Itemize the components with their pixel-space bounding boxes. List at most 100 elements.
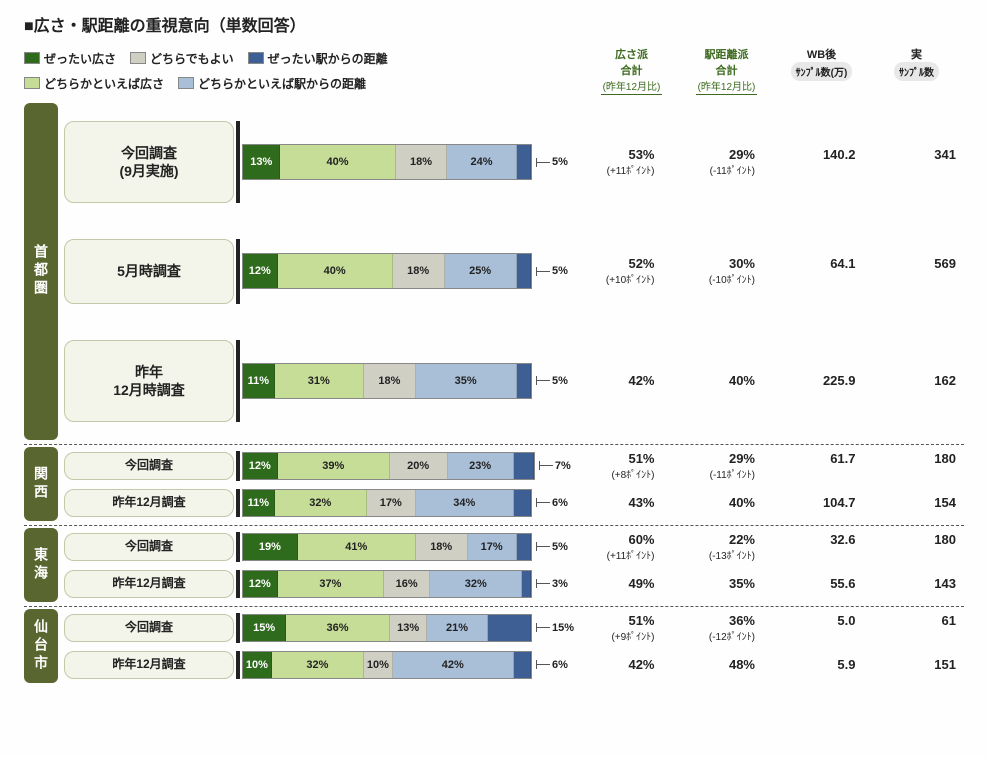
bar-segment: 35%: [416, 364, 517, 398]
value-columns: 42%40%225.9162: [562, 373, 964, 388]
bar-segment: 40%: [278, 254, 393, 288]
region-tab: 仙台市: [24, 609, 58, 683]
bar-segment: 18%: [416, 534, 468, 560]
bar-segment: 25%: [445, 254, 517, 288]
row-label: 今回調査: [64, 614, 234, 642]
stacked-bar: 10%32%10%42%: [242, 651, 532, 679]
region-tab: 首都圏: [24, 103, 58, 440]
bar-segment: [517, 364, 531, 398]
value-wide: 43%: [562, 495, 663, 510]
value-wide: 42%: [562, 373, 663, 388]
data-row: 昨年12月調査12%37%16%32%3%49%35%55.6143: [64, 566, 964, 602]
value-act: 61: [864, 613, 965, 643]
value-wide: 42%: [562, 657, 663, 672]
row-label: 昨年12月調査: [64, 651, 234, 679]
row-label: 今回調査: [64, 533, 234, 561]
region-group: 首都圏今回調査(9月実施)13%40%18%24%5%53%(+11ﾎﾟｲﾝﾄ)…: [24, 103, 964, 440]
value-wb: 61.7: [763, 451, 864, 481]
header-wb: WB後ｻﾝﾌﾟﾙ数(万): [774, 46, 869, 95]
bar-segment: 18%: [393, 254, 445, 288]
value-wide: 53%(+11ﾎﾟｲﾝﾄ): [562, 147, 663, 177]
legend-item: ぜったい広さ: [24, 50, 116, 67]
value-act: 180: [864, 451, 965, 481]
bar-segment: 12%: [243, 571, 278, 597]
value-columns: 51%(+9ﾎﾟｲﾝﾄ)36%(-12ﾎﾟｲﾝﾄ)5.061: [562, 613, 964, 643]
bar-segment: 32%: [272, 652, 364, 678]
bar-segment: [514, 652, 531, 678]
legend-item: どちらかといえば広さ: [24, 75, 164, 92]
bar-area: 12%40%18%25%5%: [242, 253, 562, 289]
value-dist: 29%(-11ﾎﾟｲﾝﾄ): [663, 451, 764, 481]
bar-segment: [517, 145, 531, 179]
bar-segment: [517, 254, 531, 288]
bar-segment: 20%: [390, 453, 448, 479]
region-tab: 東海: [24, 528, 58, 602]
bar-segment: 10%: [364, 652, 393, 678]
data-row: 5月時調査12%40%18%25%5%52%(+10ﾎﾟｲﾝﾄ)30%(-10ﾎ…: [64, 221, 964, 321]
stacked-bar: 12%39%20%23%: [242, 452, 535, 480]
axis-divider: [236, 121, 240, 203]
region-rows: 今回調査12%39%20%23%7%51%(+8ﾎﾟｲﾝﾄ)29%(-11ﾎﾟｲ…: [64, 447, 964, 521]
value-columns: 49%35%55.6143: [562, 576, 964, 591]
bar-segment: 17%: [367, 490, 416, 516]
axis-divider: [236, 651, 240, 679]
value-wide: 60%(+11ﾎﾟｲﾝﾄ): [562, 532, 663, 562]
bar-area: 15%36%13%21%15%: [242, 614, 562, 642]
value-act: 569: [864, 256, 965, 286]
legend-item: どちらかといえば駅からの距離: [178, 75, 366, 92]
value-dist: 40%: [663, 373, 764, 388]
bar-segment: 16%: [384, 571, 430, 597]
header-dist: 駅距離派合計(昨年12月比): [679, 46, 774, 95]
stacked-bar: 15%36%13%21%: [242, 614, 532, 642]
bar-segment: 12%: [243, 254, 278, 288]
bar-segment: 17%: [468, 534, 517, 560]
value-wb: 32.6: [763, 532, 864, 562]
bar-segment: 34%: [416, 490, 514, 516]
data-row: 今回調査19%41%18%17%5%60%(+11ﾎﾟｲﾝﾄ)22%(-13ﾎﾟ…: [64, 528, 964, 566]
legend-label: ぜったい駅からの距離: [268, 50, 388, 67]
value-act: 154: [864, 495, 965, 510]
axis-divider: [236, 489, 240, 517]
stacked-bar: 12%37%16%32%: [242, 570, 532, 598]
axis-divider: [236, 613, 240, 643]
bar-segment: 18%: [396, 145, 448, 179]
bar-segment: 12%: [243, 453, 278, 479]
legend-swatch: [24, 77, 40, 89]
region-rows: 今回調査15%36%13%21%15%51%(+9ﾎﾟｲﾝﾄ)36%(-12ﾎﾟ…: [64, 609, 964, 683]
column-headers: 広さ派合計(昨年12月比) 駅距離派合計(昨年12月比) WB後ｻﾝﾌﾟﾙ数(万…: [584, 46, 964, 95]
value-dist: 30%(-10ﾎﾟｲﾝﾄ): [663, 256, 764, 286]
legend-label: どちらでもよい: [150, 50, 234, 67]
data-row: 昨年12月調査 10%32%10%42%6%42%48%5.9151: [64, 647, 964, 683]
legend-swatch: [248, 52, 264, 64]
legend-swatch: [178, 77, 194, 89]
value-columns: 52%(+10ﾎﾟｲﾝﾄ)30%(-10ﾎﾟｲﾝﾄ)64.1569: [562, 256, 964, 286]
bar-area: 13%40%18%24%5%: [242, 144, 562, 180]
legend-item: どちらでもよい: [130, 50, 234, 67]
value-columns: 51%(+8ﾎﾟｲﾝﾄ)29%(-11ﾎﾟｲﾝﾄ)61.7180: [562, 451, 964, 481]
data-row: 今回調査12%39%20%23%7%51%(+8ﾎﾟｲﾝﾄ)29%(-11ﾎﾟｲ…: [64, 447, 964, 485]
bar-segment: 10%: [243, 652, 272, 678]
axis-divider: [236, 570, 240, 598]
chart-title: ■広さ・駅距離の重視意向（単数回答）: [24, 12, 964, 36]
row-label: 昨年12月時調査: [64, 340, 234, 422]
data-row: 昨年12月調査11%32%17%34%6%43%40%104.7154: [64, 485, 964, 521]
bar-segment: 13%: [243, 145, 280, 179]
value-columns: 42%48%5.9151: [562, 657, 964, 672]
bar-segment: [488, 615, 531, 641]
bar-segment: 13%: [390, 615, 427, 641]
legend-swatch: [24, 52, 40, 64]
value-wb: 5.0: [763, 613, 864, 643]
bar-area: 10%32%10%42%6%: [242, 651, 562, 679]
value-columns: 43%40%104.7154: [562, 495, 964, 510]
region-rows: 今回調査19%41%18%17%5%60%(+11ﾎﾟｲﾝﾄ)22%(-13ﾎﾟ…: [64, 528, 964, 602]
bar-segment: 40%: [280, 145, 395, 179]
bar-segment: 19%: [243, 534, 298, 560]
bar-segment: 15%: [243, 615, 286, 641]
value-dist: 22%(-13ﾎﾟｲﾝﾄ): [663, 532, 764, 562]
legend-item: ぜったい駅からの距離: [248, 50, 388, 67]
bar-segment: 21%: [427, 615, 487, 641]
data-row: 今回調査(9月実施)13%40%18%24%5%53%(+11ﾎﾟｲﾝﾄ)29%…: [64, 103, 964, 221]
group-divider: [24, 525, 964, 526]
value-wb: 104.7: [763, 495, 864, 510]
bar-segment: 39%: [278, 453, 390, 479]
